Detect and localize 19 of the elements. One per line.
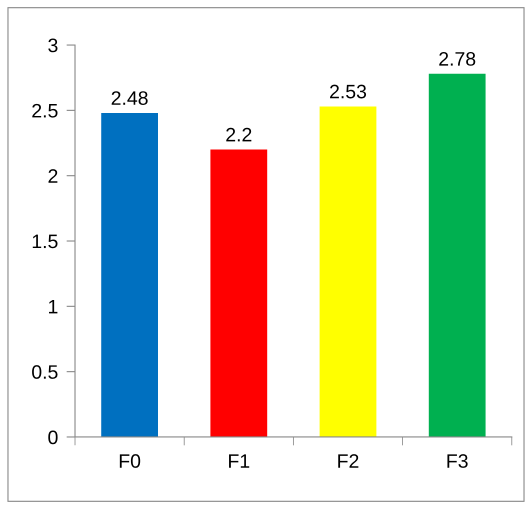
y-tick-label: 0.5	[32, 365, 58, 379]
y-tick-label: 3	[48, 38, 58, 52]
y-tick-label: 1	[49, 300, 58, 314]
x-tick-label: F2	[338, 454, 358, 468]
data-label: 2.53	[330, 84, 366, 98]
x-tick-label: F1	[229, 454, 250, 468]
x-tick-label: F3	[447, 454, 468, 468]
bar	[210, 150, 268, 437]
bar	[320, 106, 376, 437]
data-label: 2.48	[112, 91, 148, 105]
y-tick-label: 1.5	[32, 234, 58, 248]
data-label: 2.2	[226, 128, 252, 142]
y-tick-label: 2.5	[32, 104, 58, 118]
y-tick-label: 0	[48, 430, 58, 444]
data-label: 2.78	[439, 52, 476, 66]
y-tick-label: 2	[48, 169, 58, 183]
bar	[428, 74, 486, 437]
x-tick-label: F0	[120, 454, 140, 468]
bar	[101, 112, 158, 437]
